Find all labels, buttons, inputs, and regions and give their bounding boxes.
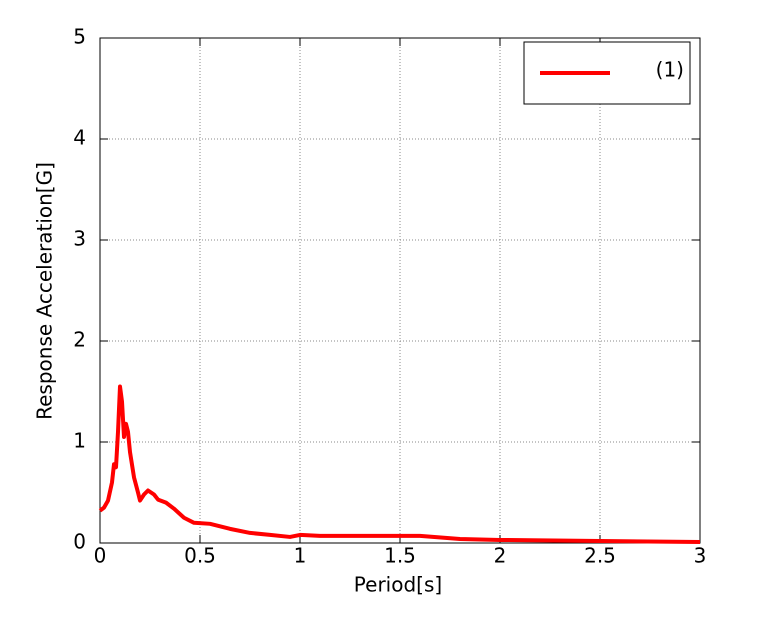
x-tick-label: 2 — [494, 544, 507, 568]
x-tick-label: 0.5 — [184, 544, 216, 568]
y-tick-label: 4 — [73, 126, 86, 150]
x-tick-label: 1.5 — [384, 544, 416, 568]
data-line — [98, 384, 701, 544]
y-tick-label: 5 — [73, 25, 86, 49]
x-tick-label: 3 — [694, 544, 707, 568]
y-axis-label: Response Acceleration[G] — [33, 162, 57, 420]
x-tick-label: 1 — [294, 544, 307, 568]
x-tick-label: 0 — [94, 544, 107, 568]
plot-frame — [99, 37, 701, 544]
y-tick-label: 3 — [73, 227, 86, 251]
y-tick-label: 1 — [73, 429, 86, 453]
y-tick-label: 0 — [73, 530, 86, 554]
x-tick-label: 2.5 — [584, 544, 616, 568]
legend-label: (1) — [656, 58, 684, 82]
y-tick-label: 2 — [73, 328, 86, 352]
x-axis-label: Period[s] — [354, 573, 442, 597]
